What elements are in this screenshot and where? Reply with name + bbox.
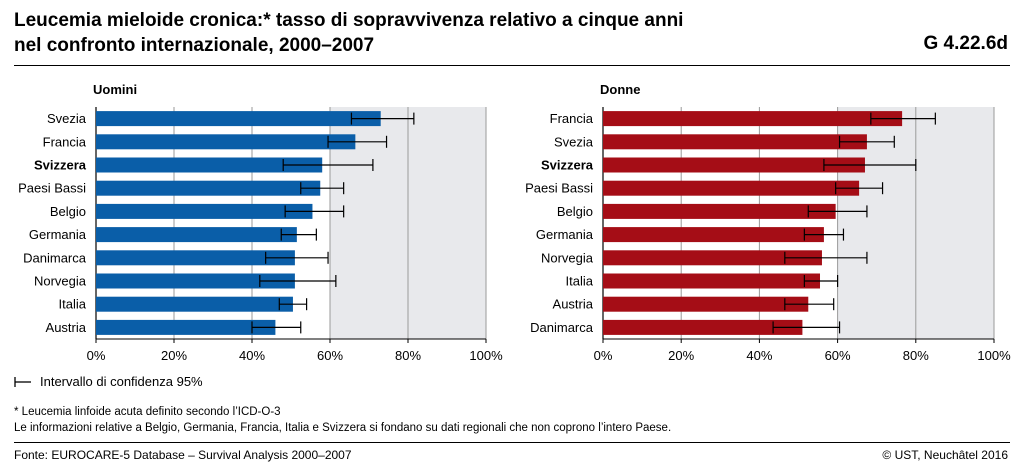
category-label-men: Francia [43, 134, 87, 149]
x-tick-label-men: 100% [469, 348, 503, 363]
bar-men [96, 203, 313, 219]
category-label-women: Norvegia [541, 250, 594, 265]
header-rule [14, 65, 1010, 66]
category-label-women: Belgio [557, 204, 593, 219]
confidence-interval-icon [14, 376, 31, 387]
category-label-men: Austria [46, 320, 87, 335]
x-tick-label-men: 60% [317, 348, 343, 363]
chart-men: Uomini 0% 20% 40% 60% 80% 100% Svezia Francia Svi… [18, 82, 503, 363]
source-note: Fonte: EUROCARE-5 Database – Survival An… [14, 448, 352, 462]
title-line-1: Leucemia mieloide cronica:* tasso di sop… [14, 10, 684, 31]
title-line-2: nel confronto internazionale, 2000–2007 [14, 35, 375, 56]
legend: Intervallo di confidenza 95% [14, 374, 203, 389]
x-tick-label-men: 40% [239, 348, 265, 363]
bar-men [96, 157, 323, 173]
bar-women [603, 250, 822, 266]
bar-men [96, 250, 295, 266]
category-label-men: Paesi Bassi [18, 181, 86, 196]
footnote-2: Le informazioni relative a Belgio, Germa… [14, 422, 672, 434]
bar-women [603, 296, 809, 312]
category-label-men: Svezia [47, 111, 87, 126]
chart-title: Leucemia mieloide cronica:* tasso di sop… [14, 8, 683, 58]
charts-canvas: Uomini 0% 20% 40% 60% 80% 100% Svezia Francia Svi… [18, 82, 1011, 363]
bar-men [96, 180, 321, 196]
category-label-women: Italia [566, 274, 594, 289]
category-label-women: Svezia [554, 134, 594, 149]
bar-women [603, 203, 836, 219]
footnote-1: * Leucemia linfoide acuta definito secon… [14, 406, 281, 418]
x-tick-label-women: 100% [977, 348, 1011, 363]
bar-women [603, 111, 903, 127]
bar-men [96, 296, 293, 312]
bar-women [603, 157, 865, 173]
x-tick-label-men: 0% [87, 348, 106, 363]
category-label-men: Germania [29, 227, 87, 242]
footer-rule [14, 442, 1010, 443]
category-label-women: Germania [536, 227, 594, 242]
category-label-women: Austria [553, 297, 594, 312]
category-label-men: Belgio [50, 204, 86, 219]
x-tick-label-women: 20% [668, 348, 694, 363]
category-label-men: Italia [59, 297, 87, 312]
panel-title-women: Donne [600, 82, 640, 97]
copyright: © UST, Neuchâtel 2016 [882, 448, 1008, 462]
category-label-men: Danimarca [23, 250, 87, 265]
category-label-women: Paesi Bassi [525, 181, 593, 196]
x-tick-label-women: 0% [594, 348, 613, 363]
x-tick-label-women: 60% [825, 348, 851, 363]
legend-label: Intervallo di confidenza 95% [40, 374, 203, 389]
figure-code: G 4.22.6d [923, 33, 1009, 54]
category-label-women: Francia [550, 111, 594, 126]
bar-men [96, 134, 356, 150]
bar-women [603, 180, 860, 196]
category-label-men: Svizzera [34, 158, 87, 173]
bar-men [96, 319, 276, 335]
x-tick-label-women: 80% [903, 348, 929, 363]
category-label-women: Svizzera [541, 158, 594, 173]
panel-title-men: Uomini [93, 82, 137, 97]
bar-men [96, 111, 381, 127]
bar-women [603, 227, 824, 243]
bar-men [96, 227, 297, 243]
x-tick-label-men: 80% [395, 348, 421, 363]
x-tick-label-women: 40% [746, 348, 772, 363]
chart-women: Donne 0% 20% 40% 60% 80% 100% Francia Svezia Sviz… [525, 82, 1011, 363]
bar-women [603, 319, 803, 335]
bar-men [96, 273, 295, 289]
x-tick-label-men: 20% [161, 348, 187, 363]
category-label-men: Norvegia [34, 274, 87, 289]
bar-women [603, 134, 867, 150]
category-label-women: Danimarca [530, 320, 594, 335]
bar-women [603, 273, 821, 289]
